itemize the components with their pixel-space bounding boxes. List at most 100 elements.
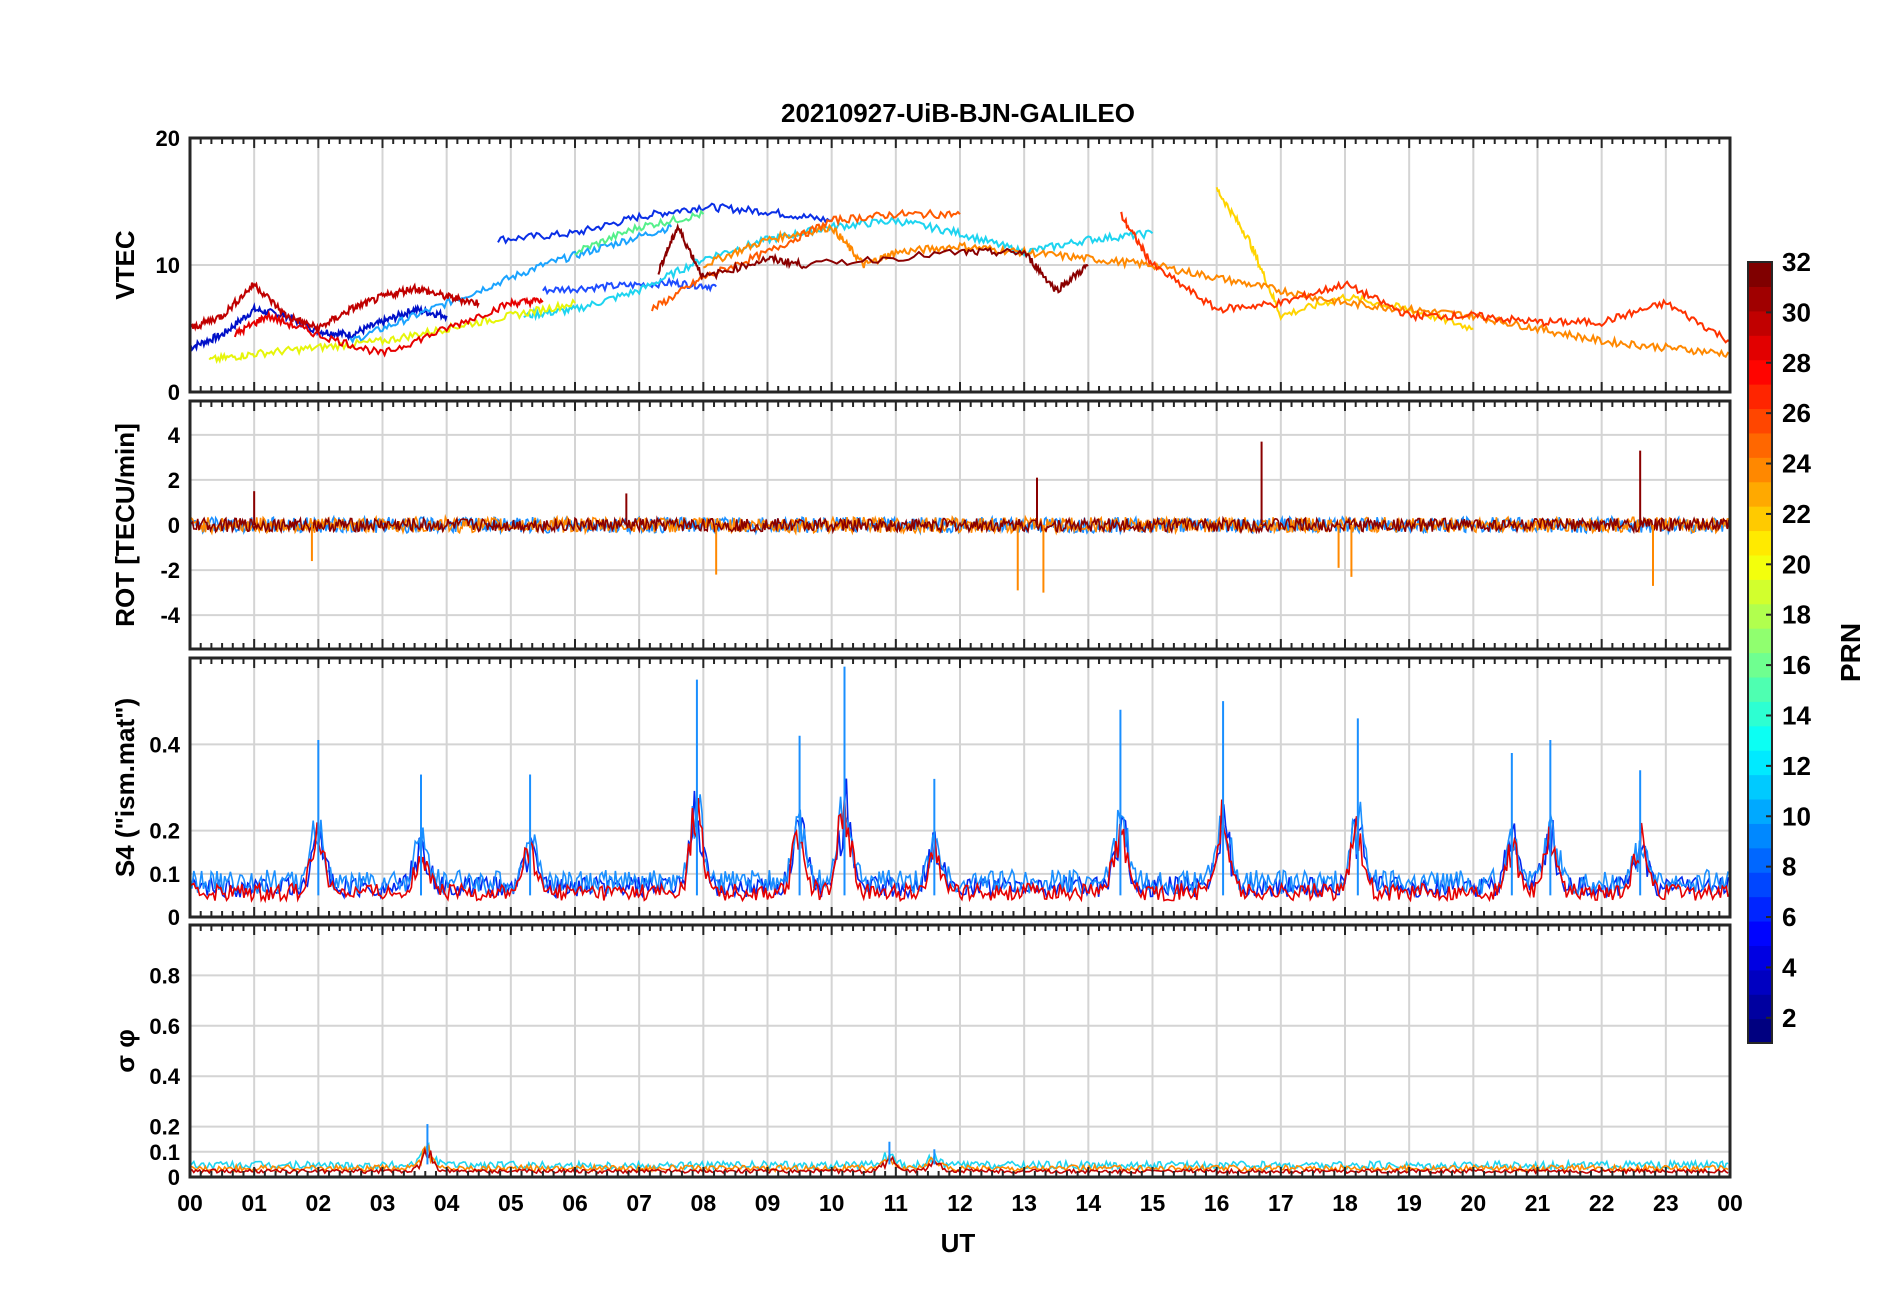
series-group bbox=[190, 441, 1730, 593]
y-tick-label: 0.1 bbox=[149, 1140, 180, 1165]
y-tick-label: 0.8 bbox=[149, 963, 180, 988]
y-tick-label: 0.4 bbox=[149, 1064, 180, 1089]
series-line-prn-14 bbox=[574, 209, 705, 256]
colorbar-segment bbox=[1748, 872, 1772, 898]
panel-sigma_phi: 00.10.2 0.4 0.6 0.8 σ φ bbox=[110, 923, 1732, 1190]
colorbar-tick-label: 30 bbox=[1782, 297, 1811, 327]
colorbar-label: PRN bbox=[1835, 623, 1866, 682]
colorbar-segment bbox=[1748, 994, 1772, 1020]
series-line-prn-32 bbox=[190, 515, 1730, 535]
colorbar-segment bbox=[1748, 823, 1772, 849]
x-tick-label: 09 bbox=[755, 1190, 781, 1216]
y-tick-label: 0.6 bbox=[149, 1014, 180, 1039]
x-tick-label: 19 bbox=[1396, 1190, 1422, 1216]
colorbar-segment bbox=[1748, 1018, 1772, 1044]
x-tick-label: 07 bbox=[626, 1190, 652, 1216]
x-tick-label: 01 bbox=[241, 1190, 267, 1216]
colorbar-tick-label: 2 bbox=[1782, 1003, 1796, 1033]
colorbar-segment bbox=[1748, 603, 1772, 629]
x-tick-label: 17 bbox=[1268, 1190, 1294, 1216]
y-axis-label: ROT [TECU/min] bbox=[110, 423, 140, 627]
colorbar-tick-label: 8 bbox=[1782, 852, 1796, 882]
x-tick-label: 20 bbox=[1461, 1190, 1487, 1216]
x-tick-label: 00 bbox=[1717, 1190, 1743, 1216]
x-tick-label: 02 bbox=[306, 1190, 332, 1216]
colorbar-segment bbox=[1748, 725, 1772, 751]
colorbar-segment bbox=[1748, 798, 1772, 824]
y-tick-label: 10 bbox=[156, 253, 180, 278]
colorbar-tick-label: 6 bbox=[1782, 902, 1796, 932]
colorbar-segment bbox=[1748, 920, 1772, 946]
colorbar-segment bbox=[1748, 530, 1772, 556]
y-tick-label: 0.2 bbox=[149, 819, 180, 844]
series-line-prn-29 bbox=[190, 795, 1729, 904]
y-tick-label: 0.4 bbox=[149, 732, 180, 757]
x-tick-label: 08 bbox=[691, 1190, 717, 1216]
series-line-prn-23 bbox=[702, 222, 1730, 359]
y-axis-label: VTEC bbox=[110, 230, 140, 300]
series-line-prn-32 bbox=[657, 222, 1089, 294]
y-tick-label: 2 bbox=[168, 468, 180, 493]
x-tick-label: 14 bbox=[1076, 1190, 1102, 1216]
colorbar-segment bbox=[1748, 262, 1772, 288]
y-tick-label: 0.2 bbox=[149, 1115, 180, 1140]
series-line-prn-29 bbox=[233, 296, 544, 358]
colorbar-segment bbox=[1748, 506, 1772, 532]
series-line-prn-19 bbox=[208, 298, 576, 364]
colorbar-segment bbox=[1748, 945, 1772, 971]
x-tick-label: 13 bbox=[1011, 1190, 1037, 1216]
colorbar-tick-label: 4 bbox=[1782, 952, 1797, 982]
colorbar-tick-label: 32 bbox=[1782, 247, 1811, 277]
series-line-prn-12 bbox=[523, 216, 1154, 322]
x-tick-label: 18 bbox=[1332, 1190, 1358, 1216]
y-tick-label: 20 bbox=[156, 126, 180, 151]
colorbar-segment bbox=[1748, 432, 1772, 458]
x-tick-label: 06 bbox=[562, 1190, 588, 1216]
x-tick-label: 11 bbox=[884, 1190, 909, 1216]
x-tick-label: 23 bbox=[1653, 1190, 1679, 1216]
colorbar-segment bbox=[1748, 676, 1772, 702]
colorbar-tick-label: 10 bbox=[1782, 801, 1811, 831]
x-tick-label: 04 bbox=[434, 1190, 460, 1216]
y-tick-label: 0 bbox=[168, 905, 180, 930]
series-line-prn-12 bbox=[190, 1141, 1729, 1173]
series-line-prn-3 bbox=[497, 202, 832, 245]
panel-vtec: 0 10 20 VTEC bbox=[110, 126, 1732, 405]
colorbar-segment bbox=[1748, 310, 1772, 336]
x-tick-label: 15 bbox=[1140, 1190, 1166, 1216]
x-tick-label: 05 bbox=[498, 1190, 524, 1216]
x-tick-label: 03 bbox=[370, 1190, 396, 1216]
colorbar-tick-label: 28 bbox=[1782, 348, 1811, 378]
series-group bbox=[190, 186, 1730, 364]
x-tick-label: 12 bbox=[947, 1190, 973, 1216]
series-line-prn-9 bbox=[349, 222, 673, 345]
series-line-prn-31 bbox=[190, 281, 480, 333]
x-tick-label: 16 bbox=[1204, 1190, 1230, 1216]
colorbar-segment bbox=[1748, 628, 1772, 654]
colorbar-segment bbox=[1748, 481, 1772, 507]
y-tick-label: -2 bbox=[160, 558, 180, 583]
series-line-prn-20 bbox=[1215, 186, 1474, 332]
series-line-prn-26 bbox=[1119, 211, 1730, 344]
colorbar-tick-label: 14 bbox=[1782, 700, 1811, 730]
x-axis-tick-labels: 00 01 02 03 04 05 06 07 08 09 10 11 12 13 14 15 16 17 18 19… bbox=[177, 1190, 1743, 1216]
colorbar-segment bbox=[1748, 701, 1772, 727]
colorbar-tick-label: 26 bbox=[1782, 398, 1811, 428]
y-axis-label: σ φ bbox=[110, 1029, 140, 1073]
colorbar-segment bbox=[1748, 359, 1772, 385]
colorbar-frame bbox=[1747, 261, 1773, 1044]
x-tick-label: 10 bbox=[819, 1190, 845, 1216]
colorbar-segment bbox=[1748, 847, 1772, 873]
colorbar-segment bbox=[1748, 457, 1772, 483]
colorbar-tick-label: 24 bbox=[1782, 449, 1811, 479]
y-tick-label: 0 bbox=[168, 1165, 180, 1190]
x-axis-label: UT bbox=[941, 1228, 976, 1258]
panel-rot: -4 -2 0 2 4 ROT [TECU/min] bbox=[110, 399, 1732, 651]
y-tick-label: 0.1 bbox=[149, 862, 180, 887]
colorbar-tick-label: 20 bbox=[1782, 549, 1811, 579]
colorbar-tick-label: 18 bbox=[1782, 600, 1811, 630]
y-axis-label: S4 ("ism.mat") bbox=[110, 698, 140, 877]
y-tick-label: 4 bbox=[168, 423, 181, 448]
